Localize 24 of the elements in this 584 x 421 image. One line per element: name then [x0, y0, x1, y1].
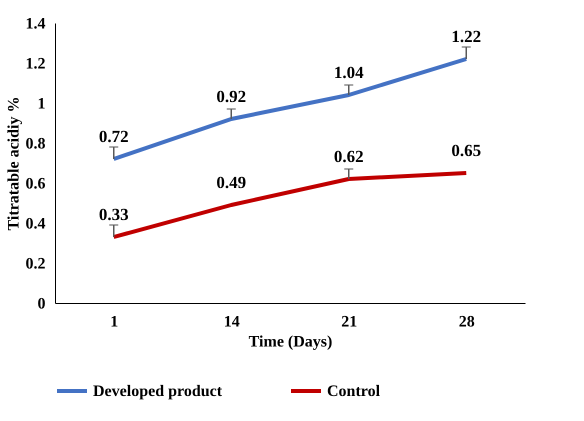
x-tick-label: 21	[341, 314, 358, 330]
data-label: 0.62	[334, 147, 364, 166]
y-tick-label: 0.2	[26, 256, 46, 272]
x-tick-label: 28	[458, 314, 475, 330]
y-tick-label: 0	[38, 296, 46, 312]
x-tick-label: 1	[110, 314, 118, 330]
data-label: 0.72	[98, 127, 129, 146]
y-tick-label: 0.8	[26, 136, 46, 152]
y-tick-label: 1.2	[26, 56, 46, 72]
data-label: 1.04	[334, 63, 364, 82]
x-axis-title: Time (Days)	[248, 334, 332, 350]
y-axis-title: Titratable acidiy %	[6, 96, 22, 230]
data-label: 0.92	[216, 87, 246, 106]
legend-label: Control	[327, 383, 381, 400]
y-tick-label: 0.4	[26, 216, 46, 232]
x-tick-label: 14	[224, 314, 240, 330]
data-label: 0.33	[98, 205, 129, 224]
data-label: 0.65	[451, 141, 482, 160]
y-tick-label: 1.4	[26, 16, 46, 32]
data-label: 0.49	[216, 173, 246, 192]
y-tick-label: 0.6	[26, 176, 46, 192]
y-tick-label: 1	[38, 96, 46, 112]
data-label: 1.22	[451, 27, 482, 46]
legend-label: Developed product	[93, 383, 223, 400]
